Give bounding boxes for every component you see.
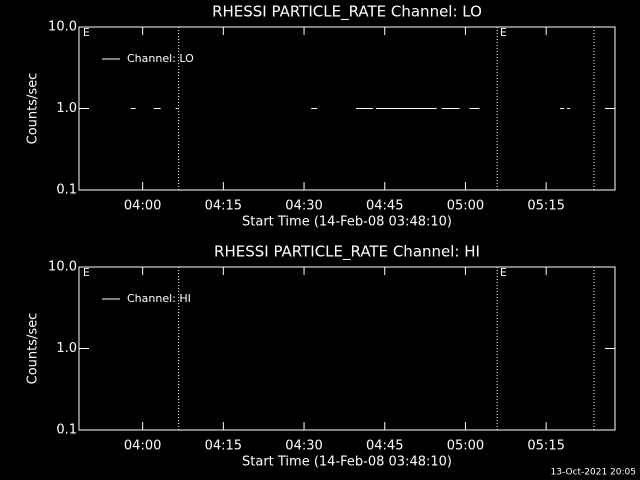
annotation: E [500, 26, 507, 39]
annotation: E [500, 266, 507, 279]
y-tick-label: 10.0 [48, 260, 77, 275]
annotation: E [83, 266, 90, 279]
y-tick-label: 0.1 [56, 183, 77, 198]
x-tick-label: 05:15 [527, 199, 564, 214]
footer: 13-Oct-2021 20:05 [551, 468, 636, 478]
x-axis-label: Start Time (14-Feb-08 03:48:10) [242, 215, 452, 230]
legend-label: Channel: LO [127, 52, 194, 65]
x-tick-label: 05:00 [447, 439, 484, 454]
y-axis-label: Counts/sec [26, 73, 41, 145]
x-tick-label: 04:00 [124, 199, 161, 214]
annotation: E [83, 26, 90, 39]
y-tick-label: 0.1 [56, 423, 77, 438]
x-tick-label: 04:30 [285, 199, 322, 214]
y-tick-label: 1.0 [56, 341, 77, 356]
y-tick-label: 10.0 [48, 20, 77, 35]
x-tick-label: 05:15 [527, 439, 564, 454]
x-tick-label: 04:45 [366, 199, 403, 214]
x-tick-label: 04:15 [205, 199, 242, 214]
y-axis-label: Counts/sec [26, 313, 41, 385]
chart-title: RHESSI PARTICLE_RATE Channel: LO [212, 3, 482, 22]
x-tick-label: 05:00 [447, 199, 484, 214]
x-axis-label: Start Time (14-Feb-08 03:48:10) [242, 455, 452, 470]
x-tick-label: 04:15 [205, 439, 242, 454]
x-tick-label: 04:45 [366, 439, 403, 454]
x-tick-label: 04:30 [285, 439, 322, 454]
y-tick-label: 1.0 [56, 101, 77, 116]
chart-title: RHESSI PARTICLE_RATE Channel: HI [214, 243, 480, 262]
x-tick-label: 04:00 [124, 439, 161, 454]
legend-label: Channel: HI [127, 292, 191, 305]
